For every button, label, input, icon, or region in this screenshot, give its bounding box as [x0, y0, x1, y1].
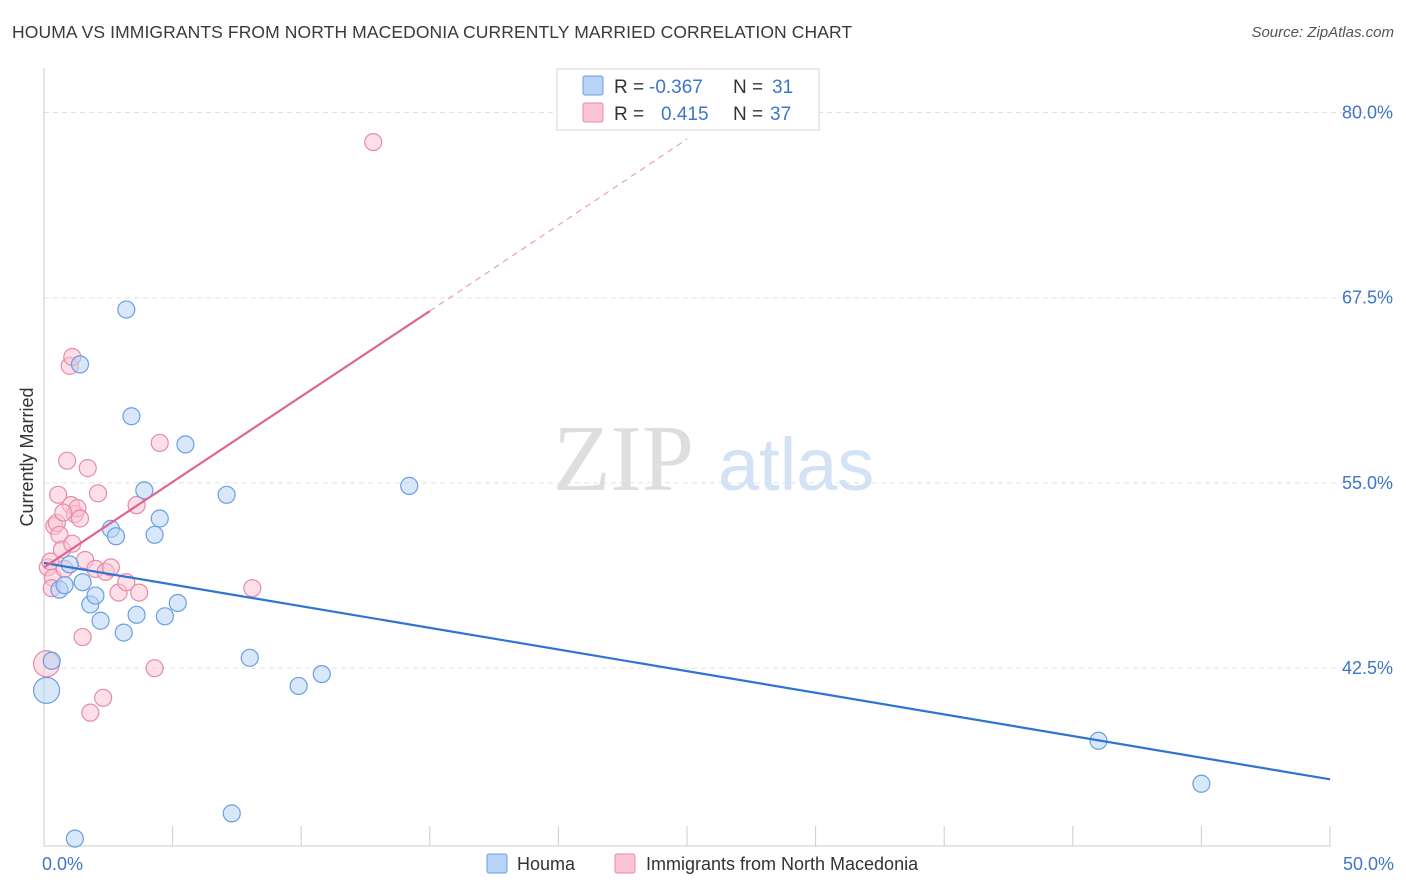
houma-point-23: [217, 485, 236, 504]
chart-source: Source: ZipAtlas.com: [1251, 24, 1394, 41]
watermark: ZIP atlas: [553, 407, 874, 511]
houma-point-7: [73, 573, 92, 592]
y-tick-label-3: 80.0%: [1342, 102, 1393, 122]
houma-point-9: [86, 586, 105, 605]
legend-r-label-1: R =: [614, 77, 644, 98]
bottom-legend-swatch-north-macedonia: [614, 853, 636, 874]
watermark-zip: ZIP: [553, 407, 694, 511]
y-tick-label-2: 67.5%: [1342, 288, 1393, 308]
houma-point-27: [312, 664, 331, 684]
north-macedonia-point-33: [364, 132, 383, 152]
houma-point-30: [1192, 774, 1211, 793]
legend-swatch-houma: [582, 75, 604, 96]
north-macedonia-point-17: [73, 627, 92, 647]
houma-point-20: [155, 607, 174, 626]
houma-point-19: [150, 509, 169, 528]
houma-point-3: [55, 576, 74, 595]
bottom-legend-label-north-macedonia: Immigrants from North Macedonia: [646, 854, 919, 874]
north-macedonia-point-22: [88, 484, 108, 503]
north-macedonia-point-29: [130, 583, 149, 602]
houma-point-21: [168, 593, 187, 613]
houma-point-4: [60, 555, 79, 574]
houma-point-26: [289, 676, 308, 696]
series-north-macedonia-points: [32, 132, 383, 722]
legend-r-value-1: -0.367: [649, 77, 703, 98]
legend-n-value-1: 31: [772, 77, 793, 98]
houma-point-6: [70, 355, 90, 374]
houma-point-24: [222, 804, 241, 823]
bottom-legend: Houma Immigrants from North Macedonia: [486, 853, 919, 874]
x-tick-label-1: 50.0%: [1343, 854, 1394, 874]
houma-point-1: [42, 651, 61, 670]
trendline-north-macedonia-extension: [429, 138, 688, 312]
bottom-legend-label-houma: Houma: [517, 854, 576, 874]
houma-point-14: [117, 300, 136, 319]
houma-point-18: [145, 525, 164, 544]
legend-n-label-2: N =: [733, 104, 763, 125]
y-tick-label-0: 42.5%: [1342, 658, 1393, 678]
north-macedonia-point-19: [78, 459, 97, 478]
legend-n-value-2: 37: [770, 104, 791, 125]
ticks: 42.5% 55.0% 67.5% 80.0% 0.0% 50.0%: [42, 102, 1394, 874]
houma-point-10: [91, 611, 110, 630]
houma-point-16: [127, 605, 146, 624]
houma-point-28: [400, 476, 419, 495]
north-macedonia-point-23: [94, 688, 113, 707]
north-macedonia-point-20: [81, 703, 100, 722]
houma-point-22: [176, 435, 195, 454]
axis-title-y: Currently Married: [17, 387, 37, 526]
houma-point-25: [240, 648, 259, 667]
north-macedonia-point-36: [54, 503, 73, 522]
north-macedonia-point-25: [101, 558, 120, 577]
legend-swatch-north-macedonia: [582, 102, 604, 123]
y-axis-title: Currently Married: [17, 387, 37, 526]
legend: R = -0.367 N = 31 R = 0.415 N = 37: [556, 68, 820, 131]
houma-point-13: [114, 623, 133, 642]
trendline-north-macedonia: [43, 310, 431, 569]
legend-r-value-2: 0.415: [661, 104, 709, 125]
series-houma-points: [32, 300, 1211, 848]
y-tick-label-1: 55.0%: [1342, 473, 1393, 493]
x-tick-label-0: 0.0%: [42, 854, 83, 874]
houma-point-15: [122, 407, 141, 426]
legend-r-label-2: R =: [614, 104, 644, 125]
north-macedonia-point-16: [70, 509, 90, 528]
north-macedonia-point-10: [58, 451, 77, 470]
houma-point-5: [65, 829, 84, 848]
houma-point-17: [135, 481, 154, 500]
north-macedonia-point-30: [145, 659, 164, 678]
legend-n-label-1: N =: [733, 77, 763, 98]
bottom-legend-swatch-houma: [486, 853, 508, 874]
houma-point-12: [106, 527, 126, 546]
watermark-atlas: atlas: [718, 423, 874, 506]
trendlines: [43, 138, 1331, 781]
north-macedonia-point-31: [150, 433, 169, 453]
north-macedonia-point-6: [49, 485, 68, 504]
north-macedonia-point-32: [243, 579, 262, 598]
houma-point-0: [32, 676, 61, 705]
trendline-houma: [43, 561, 1331, 781]
chart-title: HOUMA VS IMMIGRANTS FROM NORTH MACEDONIA…: [12, 22, 853, 42]
